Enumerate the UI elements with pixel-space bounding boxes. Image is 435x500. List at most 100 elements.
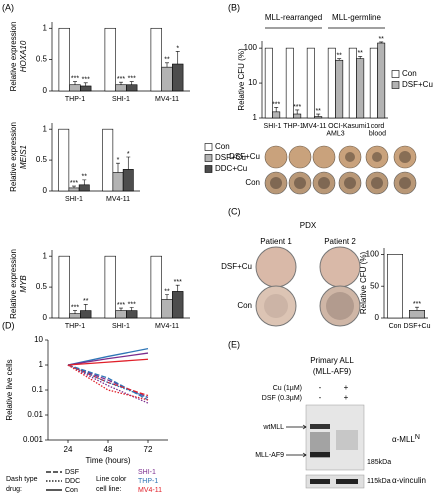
- panel-label: (C): [228, 206, 241, 216]
- bar: [172, 291, 184, 319]
- error-bar: [119, 81, 123, 85]
- pdx-title: PDX: [300, 221, 317, 230]
- text-line: AML3: [326, 131, 344, 138]
- bar: [172, 63, 184, 92]
- significance: **: [164, 57, 170, 64]
- colony-images: [264, 145, 417, 195]
- significance: **: [164, 288, 170, 295]
- x-tick-label: SHI-1: [112, 96, 130, 103]
- panel-label: (A): [2, 2, 14, 12]
- error-bar: [165, 294, 169, 300]
- x-tick-label: 72: [144, 445, 153, 454]
- bar: [115, 310, 127, 319]
- error-bar: [83, 82, 88, 86]
- x-tick-label: MV4-11: [155, 323, 179, 330]
- band-label: wtMLL: [262, 424, 284, 431]
- significance: *: [127, 151, 130, 158]
- antibody-label: α-vinculin: [392, 476, 426, 485]
- y-tick-label: 0.01: [27, 410, 43, 419]
- x-tick-label: OCI-AML3: [326, 123, 344, 138]
- error-bar: [165, 62, 169, 68]
- lane-sign: -: [319, 383, 322, 392]
- x-tick-label: SHI-1: [112, 323, 130, 330]
- row-label: DSF+Cu: [229, 152, 260, 161]
- y-tick-label: 1: [43, 23, 48, 32]
- significance: **: [83, 298, 89, 305]
- bar: [69, 313, 81, 319]
- legend-label: DSF: [65, 469, 79, 476]
- row-label: DSF+Cu: [221, 262, 252, 271]
- y-tick-label: 0: [43, 186, 48, 195]
- panel-label: (D): [2, 320, 15, 330]
- bar: [102, 128, 114, 192]
- antibody-label: α-MLLN: [392, 434, 420, 444]
- y-axis-label: Relative expression: [9, 249, 18, 319]
- error-bar: [83, 304, 88, 311]
- legend-swatch: [204, 165, 213, 173]
- x-tick-label: MV4-11: [155, 96, 179, 103]
- legend-swatch: [204, 143, 213, 151]
- bar: [104, 255, 116, 319]
- bar: [58, 27, 70, 92]
- bar: [335, 59, 344, 119]
- gene-label: MYB: [19, 275, 28, 293]
- bar: [386, 254, 403, 319]
- significance: ***: [128, 75, 136, 82]
- series-line: [67, 348, 149, 366]
- y-tick-label: 0.5: [36, 155, 48, 164]
- gene-label: MEIS1: [19, 145, 28, 169]
- y-tick-label: 0: [43, 313, 48, 322]
- row-label: Con: [237, 301, 252, 310]
- legend-label: SHI-1: [138, 469, 156, 476]
- error-bar: [126, 156, 131, 170]
- significance: ***: [82, 77, 90, 84]
- bar: [80, 85, 92, 92]
- x-tick-label: Con: [389, 323, 402, 330]
- bar: [80, 310, 92, 319]
- x-tick-label: THP-1: [283, 123, 303, 130]
- error-bar: [82, 179, 87, 185]
- group-label: MLL-rearranged: [265, 13, 322, 22]
- error-bar: [72, 185, 76, 188]
- x-tick-label: SHI-1: [264, 123, 282, 130]
- y-tick-label: 1: [253, 113, 258, 122]
- legend-swatch: [391, 81, 400, 89]
- bar: [78, 184, 90, 192]
- bar: [369, 47, 378, 119]
- error-bar: [116, 162, 120, 173]
- significance: *: [117, 157, 120, 164]
- band-label: MLL-AF9: [255, 452, 284, 459]
- y-tick-label: 0.5: [36, 282, 48, 291]
- y-tick-label: 1: [43, 124, 48, 133]
- x-tick-label: 24: [64, 445, 73, 454]
- y-tick-label: 0.001: [23, 435, 44, 444]
- row-label: Con: [245, 178, 260, 187]
- blot-title: (MLL-AF9): [313, 367, 352, 376]
- significance: **: [315, 108, 321, 115]
- significance: ***: [413, 301, 421, 308]
- text-line: cord: [371, 123, 385, 130]
- legend-label: MV4-11: [138, 487, 162, 494]
- bar: [408, 310, 425, 319]
- y-tick-label: 0: [375, 313, 380, 322]
- y-tick-label: 1: [43, 251, 48, 260]
- bar: [150, 255, 162, 319]
- error-bar: [119, 307, 123, 311]
- x-tick-label: cord blood: [369, 123, 386, 138]
- y-tick-label: 0.1: [32, 385, 44, 394]
- significance: ***: [272, 101, 280, 108]
- panel-label: (E): [228, 339, 240, 349]
- error-bar: [415, 306, 419, 311]
- gene-label: HOXA10: [19, 40, 28, 72]
- error-bar: [358, 56, 363, 59]
- blot-title: Primary ALL: [310, 356, 354, 365]
- y-axis-label: Relative CFU (%): [237, 48, 246, 111]
- bar: [264, 47, 273, 119]
- legend-title: cell line:: [96, 486, 121, 493]
- legend-swatch: [391, 70, 400, 78]
- bar: [377, 42, 386, 119]
- significance: ***: [71, 304, 79, 311]
- treatment-label: Cu (1µM): [273, 385, 302, 392]
- patient-label: Patient 1: [260, 237, 292, 246]
